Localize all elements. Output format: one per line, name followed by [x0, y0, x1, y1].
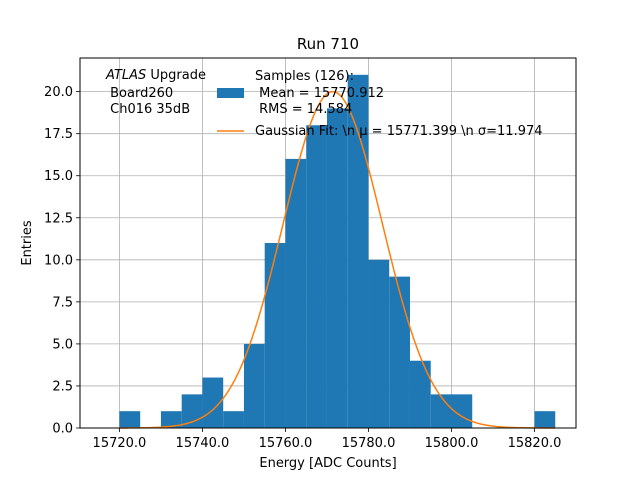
histogram-bar [534, 411, 556, 428]
histogram-bar [389, 276, 410, 428]
histogram-bar [409, 360, 431, 428]
y-tick-label: 17.5 [44, 127, 73, 142]
y-tick-label: 20.0 [44, 85, 73, 100]
histogram-bar [430, 394, 452, 428]
y-tick-label: 15.0 [44, 169, 73, 184]
y-axis-title: Entries [20, 220, 35, 266]
x-tick-label: 15820.0 [508, 436, 562, 451]
y-tick-label: 12.5 [44, 211, 73, 226]
x-tick-label: 15720.0 [93, 436, 147, 451]
x-tick-label: 15800.0 [425, 436, 479, 451]
y-tick-label: 7.5 [52, 295, 73, 310]
histogram-bar [306, 125, 327, 428]
atlas-annotation-channel: Ch016 35dB [106, 102, 190, 117]
histogram-bar [202, 377, 224, 428]
histogram-bars [119, 74, 556, 429]
histogram-bar [223, 411, 244, 428]
legend-samples-line1: Samples (126): [255, 69, 354, 84]
y-tick-label: 2.5 [52, 379, 73, 394]
legend-samples-line3: RMS = 14.584 [255, 102, 352, 117]
y-tick-label: 10.0 [44, 253, 73, 268]
x-tick-label: 15740.0 [176, 436, 230, 451]
histogram-bar [347, 74, 369, 429]
y-tick-label: 5.0 [52, 337, 73, 352]
histogram-bar [181, 394, 203, 428]
plot-frame [79, 57, 577, 429]
x-tick-label: 15780.0 [342, 436, 396, 451]
atlas-annotation-line1: ATLAS Upgrade [105, 68, 206, 83]
histogram-bar [326, 108, 348, 429]
legend-fit-label: Gaussian Fit: \n μ = 15771.399 \n σ=11.9… [255, 124, 543, 139]
x-axis-ticks: 15720.0 15740.0 15760.0 15780.0 15800.0 15820… [93, 428, 562, 451]
atlas-label: ATLAS [105, 68, 146, 83]
gaussian-fit-curve [119, 90, 556, 429]
legend-samples-swatch [217, 88, 244, 98]
histogram-bar [285, 158, 307, 428]
y-axis-ticks: 0.0 2.5 5.0 7.5 10.0 12.5 15.0 17.5 20.0 [44, 85, 80, 437]
histogram-bar [264, 243, 286, 428]
y-tick-label: 0.0 [52, 422, 73, 437]
histogram-bar [243, 343, 265, 428]
histogram-bar [119, 411, 141, 428]
legend: Samples (126): Mean = 15770.912 RMS = 14… [217, 69, 543, 139]
histogram-bar [368, 259, 390, 428]
x-axis-title: Energy [ADC Counts] [259, 456, 396, 471]
upgrade-label: Upgrade [146, 68, 206, 83]
chart-title: Run 710 [297, 35, 359, 53]
atlas-annotation-board: Board260 [106, 86, 173, 101]
x-tick-label: 15760.0 [259, 436, 313, 451]
histogram-bar [160, 411, 182, 428]
legend-samples-line2: Mean = 15770.912 [255, 86, 384, 101]
